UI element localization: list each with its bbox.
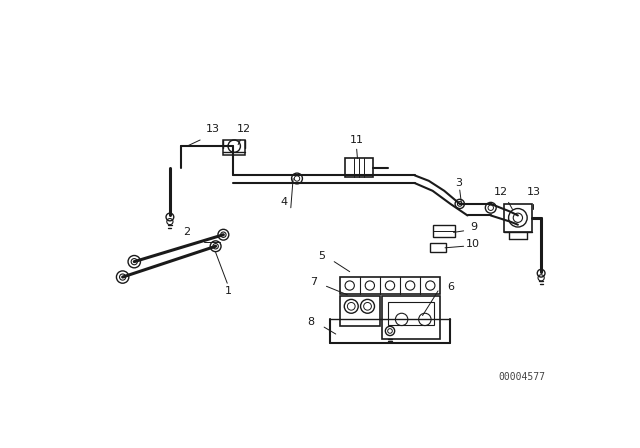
Bar — [345, 159, 373, 177]
Text: 12: 12 — [237, 124, 252, 134]
Text: 9: 9 — [470, 222, 477, 232]
Text: 13: 13 — [206, 124, 220, 134]
Bar — [340, 277, 440, 294]
Text: 13: 13 — [526, 187, 540, 198]
Bar — [223, 140, 245, 155]
Bar — [382, 296, 440, 339]
Text: 5: 5 — [318, 250, 325, 260]
Bar — [430, 243, 446, 252]
Text: 6: 6 — [447, 282, 454, 292]
Text: 4: 4 — [280, 197, 287, 207]
Text: 12: 12 — [494, 187, 508, 198]
Text: 10: 10 — [466, 239, 480, 249]
Bar — [340, 296, 380, 326]
Bar — [433, 225, 455, 237]
Text: 7: 7 — [310, 277, 317, 287]
Text: 8: 8 — [307, 318, 314, 327]
Text: 3: 3 — [454, 178, 461, 188]
Text: 1: 1 — [225, 286, 232, 296]
Bar — [388, 302, 434, 325]
Text: 2: 2 — [184, 228, 191, 237]
Text: 11: 11 — [349, 135, 364, 145]
Text: 00004577: 00004577 — [498, 372, 545, 382]
Bar — [504, 204, 532, 232]
